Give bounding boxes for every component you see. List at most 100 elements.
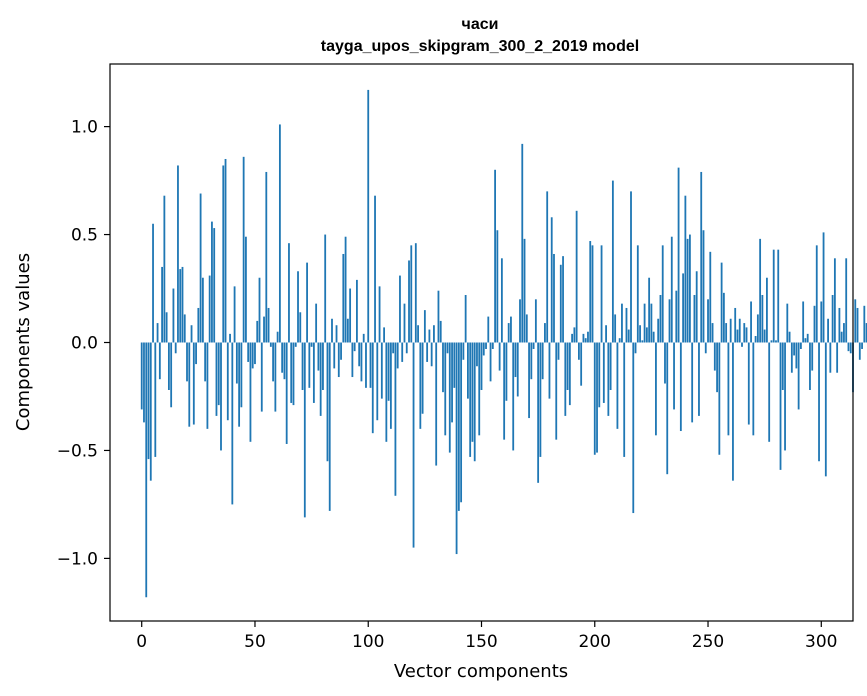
bar-5 [152, 223, 154, 343]
bar-272 [756, 314, 759, 343]
bar-71 [301, 342, 304, 390]
bar-88 [340, 342, 342, 360]
bar-113 [396, 342, 399, 369]
bar-32 [213, 228, 216, 343]
bar-95 [356, 279, 358, 343]
bar-39 [229, 333, 231, 343]
y-tick-label-0: −1.0 [57, 549, 98, 569]
bars-group [140, 89, 867, 598]
bar-155 [491, 342, 494, 349]
bar-251 [709, 251, 712, 343]
bar-6 [154, 342, 157, 457]
bar-187 [564, 342, 567, 416]
bar-26 [199, 193, 202, 343]
bar-285 [786, 303, 789, 343]
bar-299 [818, 342, 820, 462]
bar-77 [315, 303, 318, 343]
bar-22 [190, 325, 193, 343]
bar-263 [736, 329, 739, 343]
bar-268 [747, 342, 750, 425]
bar-17 [179, 269, 182, 343]
bar-10 [163, 195, 166, 343]
bar-164 [512, 342, 515, 451]
bar-158 [498, 342, 501, 371]
bar-276 [766, 277, 768, 343]
bar-245 [695, 271, 698, 343]
bar-183 [555, 342, 558, 440]
bar-64 [285, 342, 288, 444]
bar-130 [435, 342, 438, 466]
bar-141 [460, 342, 463, 503]
bar-308 [838, 307, 841, 343]
bar-144 [467, 342, 469, 399]
bar-110 [389, 342, 392, 429]
bar-236 [675, 290, 678, 343]
bar-150 [480, 342, 483, 390]
bar-76 [312, 342, 315, 403]
bar-211 [618, 338, 621, 343]
bar-153 [487, 316, 490, 343]
bar-223 [645, 327, 648, 343]
bar-66 [290, 342, 293, 403]
bar-123 [419, 342, 422, 429]
bar-203 [600, 245, 603, 343]
bar-220 [639, 325, 641, 343]
bar-312 [847, 342, 850, 352]
bar-142 [462, 342, 465, 360]
bar-83 [328, 342, 331, 511]
y-tick-label-3: 0.5 [71, 226, 98, 246]
bar-19 [183, 314, 186, 343]
bar-170 [525, 314, 528, 343]
x-tick-label-300: 300 [805, 632, 837, 652]
bar-33 [215, 342, 218, 416]
bar-3 [147, 342, 150, 460]
bar-12 [167, 342, 170, 390]
bar-297 [813, 305, 816, 343]
bar-282 [779, 342, 782, 470]
bar-168 [521, 143, 524, 343]
bar-261 [732, 342, 734, 481]
bar-257 [722, 292, 725, 343]
bar-38 [226, 342, 229, 421]
bar-202 [598, 342, 601, 408]
bar-300 [820, 301, 823, 343]
bar-50 [254, 342, 256, 365]
x-axis-label: Vector components [394, 661, 568, 682]
bar-232 [666, 342, 669, 475]
bar-310 [843, 323, 845, 343]
bar-102 [371, 342, 374, 434]
bar-273 [759, 238, 762, 343]
bar-298 [815, 245, 818, 343]
bar-118 [408, 260, 410, 343]
bar-94 [353, 342, 356, 352]
bar-49 [251, 342, 254, 369]
bar-281 [777, 249, 780, 343]
bar-129 [433, 325, 435, 343]
bar-225 [650, 303, 653, 343]
bar-54 [263, 316, 265, 343]
bar-227 [655, 342, 657, 436]
bar-204 [602, 342, 605, 403]
bar-80 [322, 342, 324, 390]
bar-189 [568, 342, 571, 406]
bar-213 [623, 342, 626, 457]
bar-252 [711, 323, 714, 343]
bar-228 [657, 318, 660, 343]
bar-256 [720, 262, 723, 343]
bar-136 [448, 342, 451, 453]
bar-188 [566, 342, 569, 390]
bar-92 [349, 288, 352, 343]
bar-106 [380, 342, 383, 399]
bar-255 [718, 342, 721, 455]
bar-40 [231, 342, 234, 505]
bar-162 [507, 323, 510, 343]
bar-243 [691, 342, 694, 423]
bar-34 [217, 342, 220, 406]
bar-226 [652, 331, 655, 343]
bar-47 [247, 342, 250, 362]
bar-238 [679, 342, 682, 432]
bar-180 [548, 342, 551, 399]
bar-244 [693, 295, 696, 343]
bar-48 [249, 342, 252, 442]
bar-280 [775, 340, 777, 343]
